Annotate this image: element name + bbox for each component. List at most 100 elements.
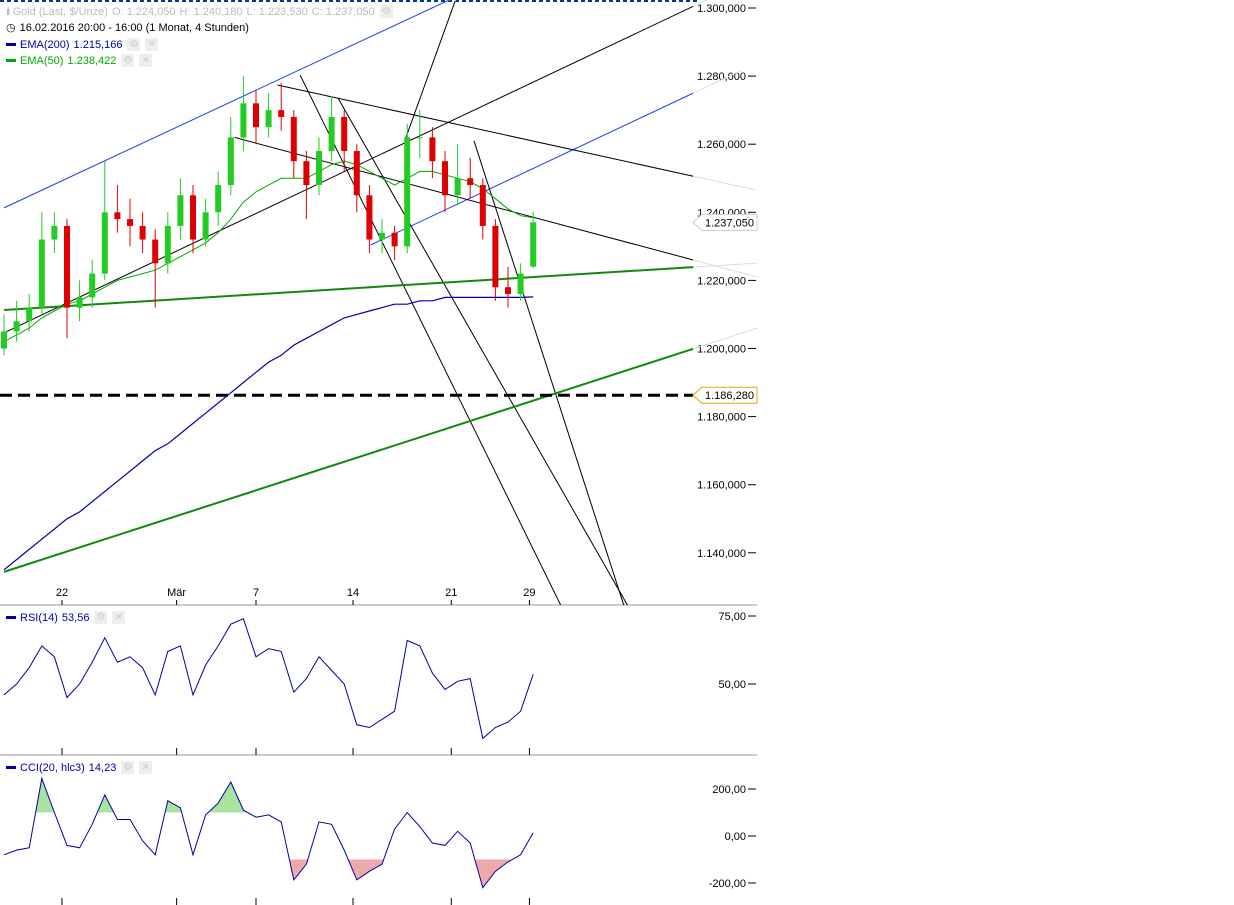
candle-body (416, 137, 423, 139)
candle-body (467, 178, 474, 186)
line-extension (693, 262, 757, 268)
candle-body (303, 161, 310, 186)
settings-icon[interactable]: ⚙ (121, 54, 135, 67)
price-tick-label: 1.300,000 (697, 3, 746, 15)
settings-icon[interactable]: ⚙ (127, 38, 141, 51)
period-legend: ◷ 16.02.2016 20:00 - 16:00 (1 Monat, 4 S… (6, 21, 249, 35)
candle (240, 76, 247, 152)
candle (177, 178, 184, 240)
candle (26, 294, 33, 332)
close-icon[interactable]: ✕ (139, 54, 153, 67)
date-tick-label: Mär (167, 587, 186, 599)
ema200-label: EMA(200) (20, 38, 70, 51)
candle-body (51, 225, 58, 240)
candle (366, 185, 373, 254)
candle-body (353, 151, 360, 196)
price-tick-label: 1.280,000 (697, 71, 746, 83)
last-price-label: 1.237,050 (705, 217, 754, 229)
candle-body (13, 321, 20, 332)
candle (139, 212, 146, 254)
line-extension (624, 606, 646, 676)
candle (38, 212, 45, 315)
rsi-tick-label: 50,00 (718, 679, 746, 691)
line-extension (628, 606, 671, 682)
candle (164, 212, 171, 274)
low-value: L: 1.223,530 (246, 5, 308, 18)
level-label-box (692, 386, 758, 404)
candle (341, 110, 348, 172)
trend-line (277, 84, 694, 177)
candle-body (366, 195, 373, 240)
candle-body (152, 239, 159, 264)
candle-body (429, 137, 436, 162)
last-price-box (692, 213, 758, 231)
candle (416, 110, 423, 158)
price-tick-label: 1.140,000 (697, 548, 746, 560)
candle-body (379, 232, 385, 240)
candle-body (442, 161, 448, 196)
ema200-swatch (6, 43, 16, 46)
candle-body (190, 195, 196, 240)
candle (76, 280, 83, 322)
date-tick-label: 22 (56, 587, 68, 599)
candle (353, 144, 360, 213)
line-extension (693, 69, 742, 94)
cci-legend: CCI(20, hlc3) 14,23 ⚙ ✕ (6, 761, 153, 774)
candle-body (164, 225, 171, 264)
line-extension (693, 259, 757, 278)
ema50-swatch (6, 59, 16, 62)
close-icon[interactable]: ✕ (145, 38, 159, 51)
cci-oversold-fill (4, 859, 534, 888)
ema50-line (3, 160, 534, 343)
candle (303, 151, 310, 220)
instrument-legend: ılı Gold (Last, $/Unze) O: 1.224,050 H: … (6, 5, 393, 18)
cci-label: CCI(20, hlc3) (20, 761, 85, 774)
price-tick-label: 1.160,000 (697, 480, 746, 492)
ema50-value: 1.238,422 (67, 54, 117, 67)
candle (492, 219, 499, 301)
candles-icon: ılı (6, 5, 10, 18)
candle (227, 116, 234, 196)
rsi-tick-label: 75,00 (718, 611, 746, 623)
candle-body (139, 225, 146, 240)
price-tick-label: 1.200,000 (697, 344, 746, 356)
cci-swatch (6, 766, 16, 769)
line-extension (561, 606, 600, 686)
candle-body (76, 297, 83, 308)
candle-body (404, 137, 411, 247)
candle-body (26, 307, 33, 322)
cci-tick-label: 200,00 (712, 784, 746, 796)
candle (13, 300, 20, 342)
close-icon[interactable]: ✕ (139, 761, 153, 774)
settings-icon[interactable]: ⚙ (379, 5, 393, 18)
candle (391, 225, 398, 260)
cci-overbought-fill (4, 778, 534, 813)
candle (379, 219, 385, 254)
close-value: C: 1.237,050 (311, 5, 375, 18)
ema50-legend: EMA(50) 1.238,422 ⚙ ✕ (6, 54, 153, 67)
line-extension (693, 175, 756, 191)
channel-line (370, 92, 694, 246)
ema200-legend: EMA(200) 1.215,166 ⚙ ✕ (6, 38, 159, 51)
candle (479, 178, 486, 240)
candle-body (253, 103, 259, 128)
candle (316, 137, 322, 196)
candle (64, 219, 70, 339)
settings-icon[interactable]: ⚙ (94, 611, 108, 624)
candle-body (290, 116, 297, 162)
close-icon[interactable]: ✕ (112, 611, 126, 624)
rsi-swatch (6, 616, 16, 619)
candle (404, 123, 411, 254)
date-tick-label: 29 (523, 587, 535, 599)
settings-icon[interactable]: ⚙ (121, 761, 135, 774)
trend-line (234, 136, 694, 261)
trend-line (473, 140, 625, 605)
candle-body (479, 185, 486, 226)
rsi-legend: RSI(14) 53,56 ⚙ ✕ (6, 611, 126, 624)
candle (530, 211, 537, 269)
trend-line (337, 97, 628, 605)
candle-body (341, 116, 348, 152)
line-extension (693, 327, 757, 350)
support-line (3, 347, 694, 573)
